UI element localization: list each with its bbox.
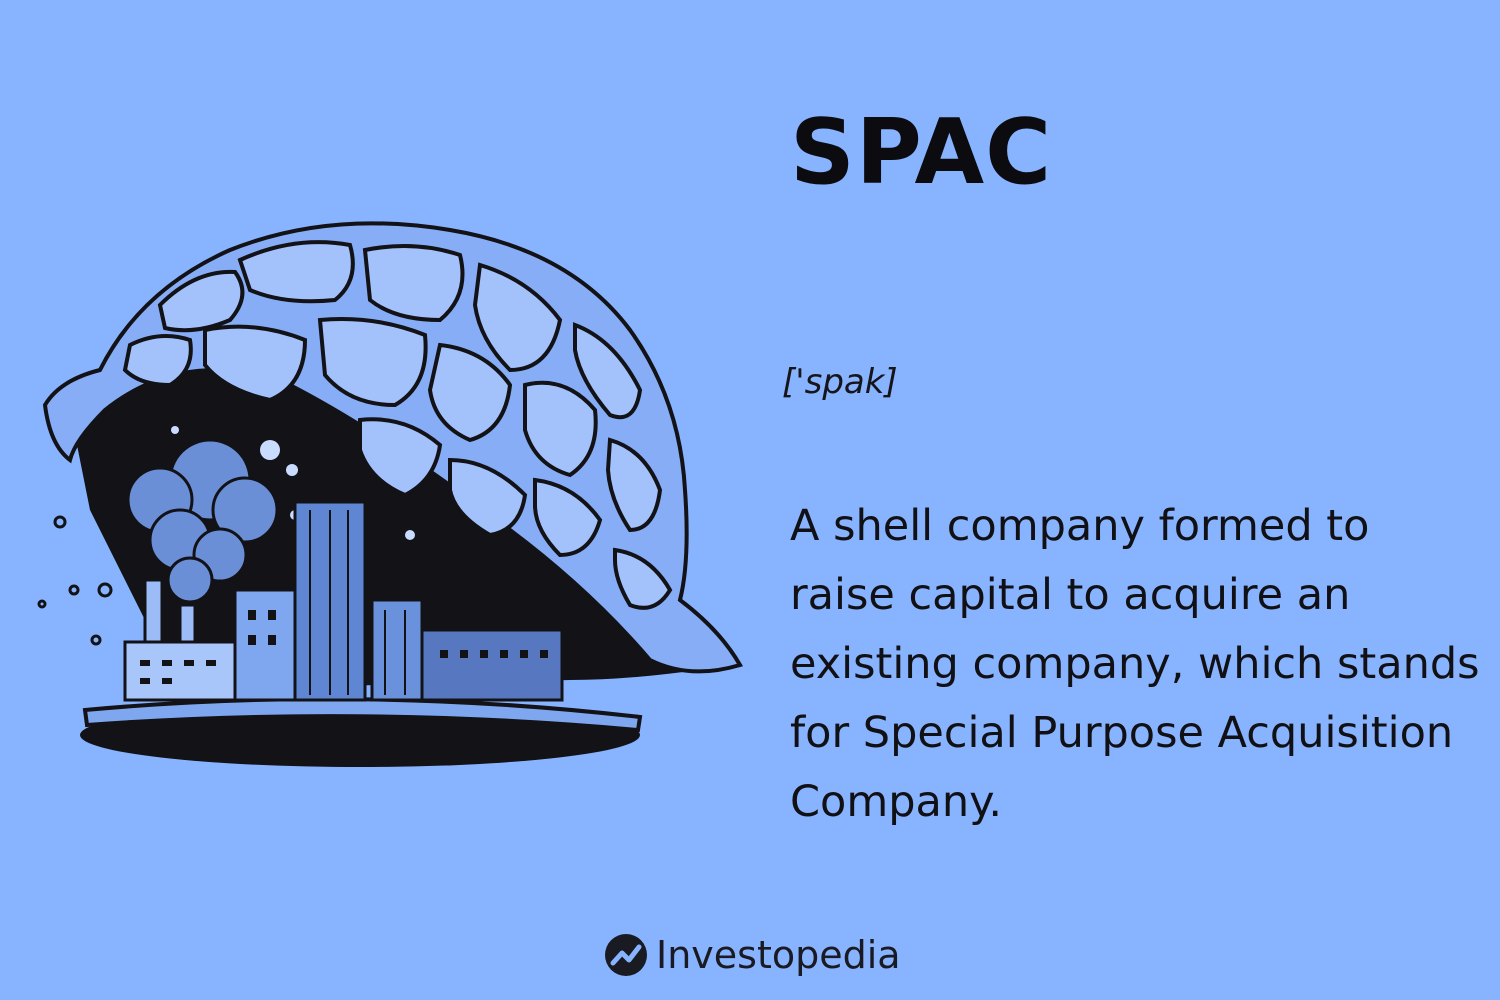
bubbles (37, 515, 113, 646)
smoke-cloud (126, 438, 279, 604)
investopedia-logo-icon (605, 934, 647, 976)
brand-name: Investopedia (656, 933, 901, 977)
shell-plates (122, 240, 673, 610)
pronunciation: ['spak] (782, 362, 898, 402)
definition-text: A shell company formed to raise capital … (790, 501, 1480, 827)
brand-logo: Investopedia (604, 933, 901, 977)
city-buildings (123, 500, 564, 702)
page-title: SPAC (790, 100, 1053, 205)
shell-city-illustration (37, 221, 743, 767)
